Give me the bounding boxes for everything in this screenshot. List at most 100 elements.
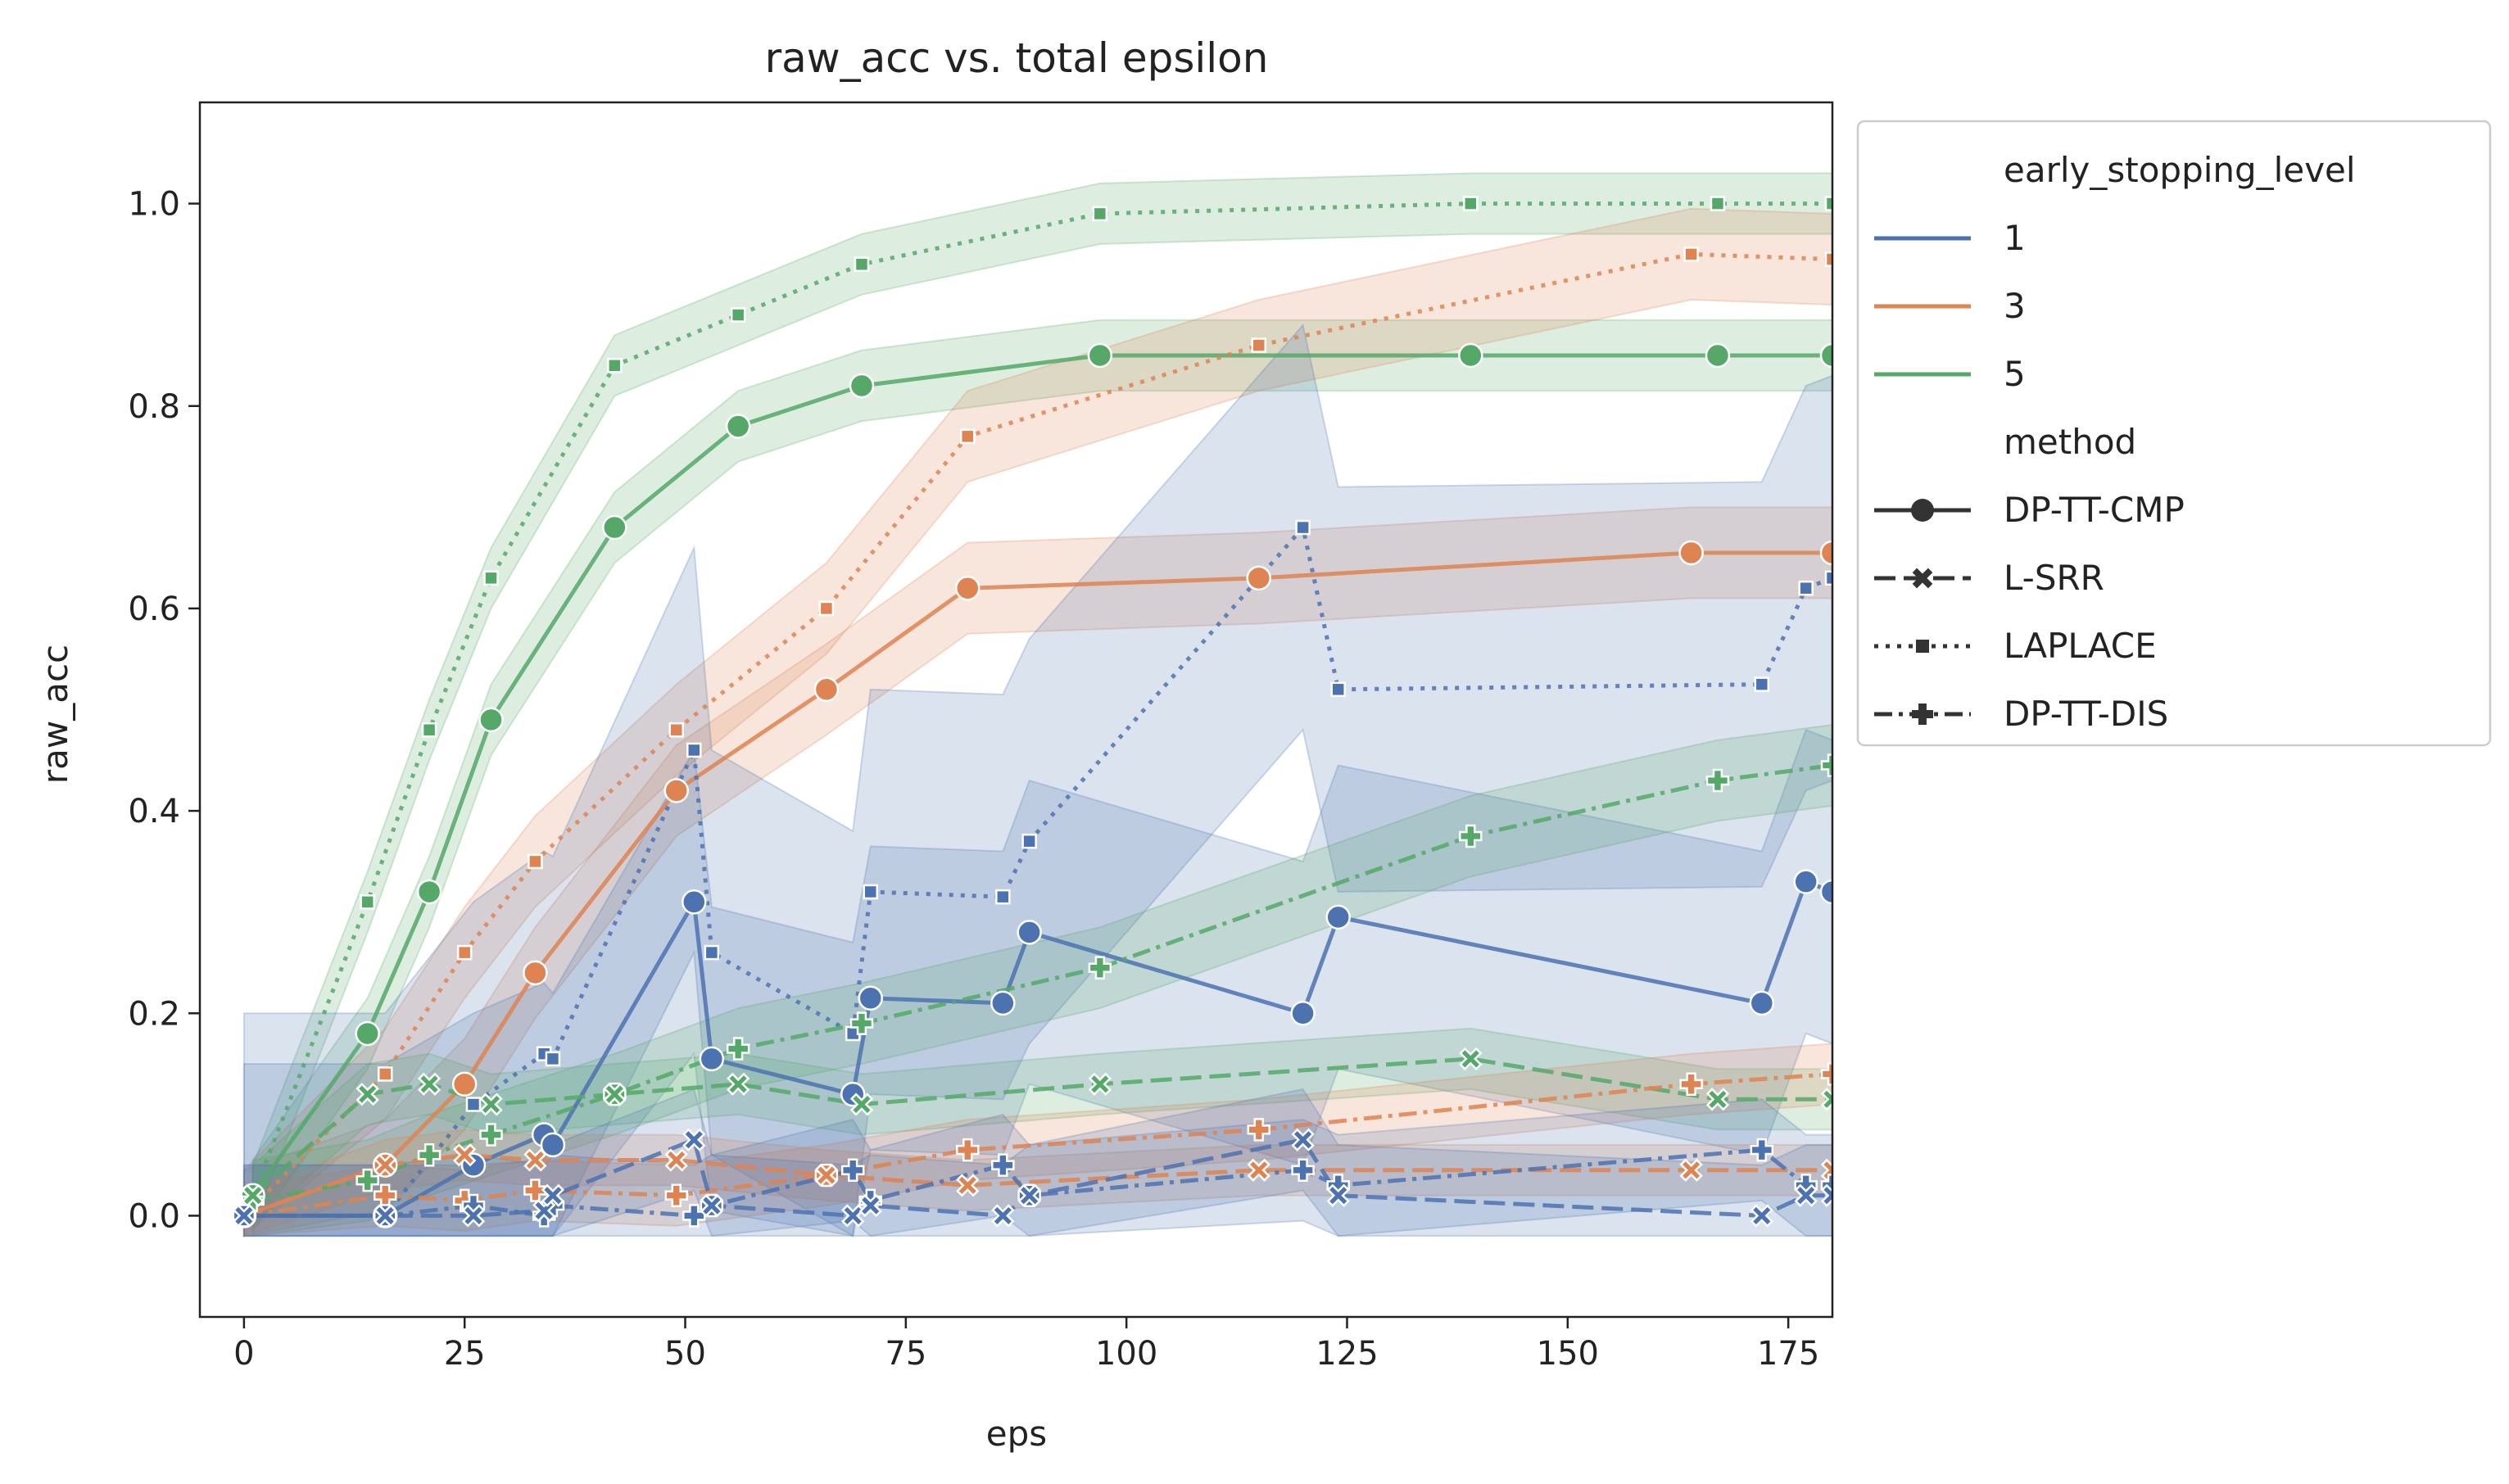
point-level-5-dp-tt-cmp-4 — [602, 514, 627, 541]
point-level-3-laplace-1 — [377, 1066, 393, 1082]
legend-style-label-laplace: LAPLACE — [2004, 626, 2157, 666]
point-level-5-l-srr-3 — [479, 1093, 503, 1116]
point-level-5-dp-tt-cmp-8 — [1458, 342, 1483, 369]
line-level-3-laplace — [242, 251, 1832, 1218]
point-level-1-laplace-5 — [686, 742, 702, 758]
series-markers — [231, 196, 1832, 1228]
point-level-3-dp-tt-cmp-8 — [1678, 540, 1704, 566]
point-level-5-l-srr-7 — [1088, 1072, 1112, 1096]
point-level-1-dp-tt-cmp-10 — [1017, 920, 1042, 945]
x-tick-label: 100 — [1095, 1335, 1157, 1373]
point-level-1-laplace-12 — [1330, 681, 1346, 698]
point-level-3-l-srr-2 — [453, 1143, 477, 1167]
point-level-5-laplace-8 — [1463, 196, 1479, 211]
point-level-1-dp-tt-dis-5 — [682, 1204, 706, 1228]
point-level-5-laplace-1 — [360, 894, 375, 910]
point-level-1-laplace-10 — [1021, 833, 1037, 849]
point-level-1-laplace-8 — [863, 884, 878, 900]
point-level-3-l-srr-4 — [664, 1148, 688, 1172]
point-level-1-dp-tt-dis-11 — [1291, 1158, 1315, 1183]
band-level-5-l-srr — [251, 1027, 1832, 1228]
legend-hue-label-3: 3 — [2004, 286, 2026, 326]
point-level-5-l-srr-10 — [1820, 1088, 1832, 1111]
y-tick-label: 0.2 — [128, 995, 180, 1033]
point-level-5-laplace-6 — [854, 256, 870, 272]
y-tick-label: 0.6 — [128, 590, 180, 628]
point-level-1-dp-tt-dis-7 — [840, 1158, 865, 1183]
point-level-1-dp-tt-cmp-12 — [1325, 904, 1351, 930]
point-level-5-dp-tt-cmp-2 — [416, 879, 442, 905]
point-level-5-l-srr-5 — [727, 1072, 750, 1096]
x-tick-label: 25 — [444, 1335, 486, 1373]
legend-style-label-dp-tt-cmp: DP-TT-CMP — [2004, 490, 2185, 530]
line-level-1-laplace — [243, 525, 1832, 1218]
point-level-3-laplace-3 — [528, 853, 543, 870]
point-level-3-l-srr-7 — [1247, 1158, 1270, 1182]
y-tick-label: 0.0 — [128, 1197, 180, 1235]
line-level-3-dp-tt-dis — [243, 1071, 1832, 1218]
point-level-1-dp-tt-cmp-13 — [1749, 990, 1775, 1016]
point-level-5-l-srr-9 — [1705, 1088, 1730, 1111]
x-tick-label: 75 — [885, 1335, 926, 1373]
band-level-3-laplace — [242, 207, 1832, 1238]
point-level-3-l-srr-5 — [814, 1163, 838, 1188]
band-level-5-dp-tt-cmp — [251, 319, 1832, 1234]
point-level-5-dp-tt-dis-5 — [726, 1037, 750, 1061]
point-level-1-laplace-4 — [545, 1051, 561, 1067]
point-level-1-laplace-6 — [704, 944, 720, 961]
point-level-3-dp-tt-cmp-6 — [954, 575, 981, 601]
point-level-1-l-srr-8 — [858, 1193, 882, 1218]
point-level-1-l-srr-11 — [1291, 1128, 1315, 1151]
legend-frame — [1856, 120, 2492, 747]
band-level-1-laplace — [242, 323, 1832, 1237]
point-level-5-l-srr-4 — [603, 1082, 627, 1106]
point-level-3-l-srr-3 — [523, 1148, 547, 1172]
point-level-1-dp-tt-cmp-6 — [699, 1046, 725, 1072]
point-level-3-dp-tt-cmp-7 — [1246, 565, 1272, 591]
legend-style-label-dp-tt-dis: DP-TT-DIS — [2004, 694, 2168, 734]
point-level-5-dp-tt-cmp-1 — [355, 1020, 380, 1047]
point-level-3-l-srr-1 — [374, 1153, 397, 1177]
point-level-1-dp-tt-dis-13 — [1750, 1138, 1774, 1162]
point-level-5-l-srr-2 — [417, 1072, 442, 1096]
point-level-5-dp-tt-cmp-9 — [1705, 342, 1731, 369]
point-level-5-dp-tt-dis-8 — [1459, 824, 1483, 848]
y-tick-label: 0.4 — [128, 793, 180, 830]
point-level-3-laplace-7 — [1251, 337, 1267, 353]
point-level-3-dp-tt-cmp-9 — [1819, 540, 1832, 566]
x-tick-label: 0 — [233, 1335, 254, 1373]
point-level-3-laplace-4 — [668, 722, 684, 738]
legend-hue-label-5: 5 — [2004, 354, 2026, 394]
point-level-5-dp-tt-dis-3 — [479, 1123, 503, 1147]
line-level-3-dp-tt-cmp — [243, 550, 1832, 1218]
point-level-1-laplace-14 — [1798, 580, 1814, 596]
point-level-5-dp-tt-dis-10 — [1820, 753, 1832, 777]
point-level-3-laplace-9 — [1824, 251, 1832, 267]
point-level-5-dp-tt-cmp-10 — [1819, 342, 1832, 369]
point-level-1-l-srr-1 — [374, 1204, 397, 1228]
legend: early_stopping_level 1 3 5 method DP-TT-CMP L-… — [1856, 120, 2492, 747]
point-level-5-laplace-10 — [1824, 196, 1832, 211]
x-tick-label: 50 — [664, 1335, 706, 1373]
line-level-5-laplace — [251, 201, 1832, 1197]
point-level-5-l-srr-1 — [356, 1082, 379, 1106]
point-level-5-laplace-7 — [1092, 206, 1108, 222]
point-level-1-laplace-11 — [1295, 519, 1311, 536]
point-level-3-l-srr-8 — [1679, 1158, 1703, 1182]
line-level-5-l-srr — [251, 1056, 1832, 1197]
x-tick-label: 175 — [1757, 1335, 1819, 1373]
band-level-5-laplace — [251, 172, 1832, 1227]
legend-hue-label-1: 1 — [2004, 218, 2026, 258]
point-level-1-dp-tt-cmp-9 — [990, 990, 1016, 1016]
point-level-1-l-srr-12 — [1326, 1183, 1350, 1207]
point-level-5-laplace-5 — [730, 307, 746, 323]
point-level-1-dp-tt-cmp-15 — [1819, 879, 1832, 905]
point-level-3-laplace-2 — [456, 944, 473, 961]
legend-style-title: method — [2004, 422, 2136, 462]
point-level-1-dp-tt-cmp-4 — [540, 1132, 566, 1158]
point-level-3-laplace-6 — [959, 428, 976, 445]
legend-hue-title: early_stopping_level — [2004, 150, 2356, 190]
point-level-5-dp-tt-dis-9 — [1705, 768, 1730, 793]
x-axis-ticks: 0 25 50 75 100 125 150 175 — [233, 1317, 1819, 1373]
point-level-3-dp-tt-dis-9 — [1820, 1062, 1832, 1086]
